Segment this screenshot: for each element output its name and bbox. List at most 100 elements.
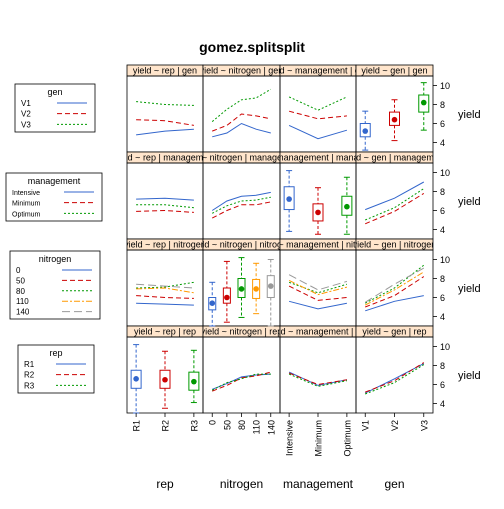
y-tick-label: 4 <box>440 225 445 235</box>
box-mean-point <box>253 286 259 292</box>
panel-r3-c3: yield ~ gen | rep <box>355 325 434 414</box>
chart-title: gomez.splitsplit <box>199 39 305 55</box>
panel-content-r2-c3 <box>364 264 425 312</box>
strip-label: yield ~ rep | nitrogen <box>124 240 206 250</box>
axes-layer: 46810yield46810yield46810yield46810yield… <box>132 81 481 491</box>
panel-content-r3-c0 <box>130 344 200 414</box>
legend-item-label: 80 <box>16 287 25 296</box>
series-line <box>288 274 348 291</box>
series-line <box>288 110 347 120</box>
x-tick-label: Optimum <box>342 420 352 457</box>
panel-content-r3-c2 <box>288 371 347 387</box>
panel-r3-c1: yield ~ nitrogen | rep <box>202 325 281 414</box>
panel-r0-c1: yield ~ nitrogen | gen <box>200 64 284 153</box>
y-tick-label: 4 <box>440 138 445 148</box>
box-mean-point <box>191 378 197 385</box>
strip-label: yield ~ management | gen <box>266 66 370 76</box>
legend-item-label: V2 <box>21 110 31 119</box>
strip-label: yield ~ rep | gen <box>133 66 197 76</box>
panel-content-r1-c3 <box>365 181 425 225</box>
legend-item-label: V3 <box>21 120 31 129</box>
box-140 <box>266 259 275 327</box>
series-line <box>136 209 194 213</box>
strip-label: yield ~ nitrogen | management <box>181 153 303 163</box>
series-line <box>136 302 194 306</box>
panel-frame <box>355 336 434 414</box>
panels-layer: yield ~ rep | gen yield ~ nitrogen | geny… <box>114 64 434 414</box>
box-50 <box>222 260 231 323</box>
panel-content-r3-c1 <box>211 371 271 392</box>
panel-content-r0-c2 <box>288 96 348 140</box>
panel-frame <box>355 162 434 240</box>
panel-r1-c3: yield ~ gen | management <box>355 151 434 240</box>
series-line <box>288 96 348 111</box>
series-line <box>365 362 425 393</box>
series-line <box>288 279 348 296</box>
legend-management: management Intensive Minimum Optimum <box>5 172 103 222</box>
panel-r0-c0: yield ~ rep | gen <box>126 64 204 153</box>
strip-label: yield ~ gen | gen <box>361 66 427 76</box>
series-line <box>211 201 271 219</box>
legend-item-label: R3 <box>24 381 35 390</box>
legend-item-label: 110 <box>16 297 29 306</box>
series-line <box>212 122 271 138</box>
legend-item-label: Intensive <box>12 190 40 197</box>
y-tick-label: 10 <box>440 168 450 178</box>
box-Optimum <box>341 176 353 235</box>
series-line <box>212 113 271 132</box>
strip-label: yield ~ nitrogen | gen <box>200 66 284 76</box>
x-column-label: rep <box>156 477 174 491</box>
panel-frame <box>202 162 281 240</box>
y-axis-title: yield <box>458 283 481 295</box>
box-mean-point <box>267 283 274 289</box>
series-line <box>136 287 194 294</box>
series-line <box>136 197 194 201</box>
strip-label: yield ~ rep | management <box>114 153 216 163</box>
x-tick-label: R1 <box>132 420 142 432</box>
box-mean-point <box>162 376 168 383</box>
y-tick-label: 8 <box>440 100 445 110</box>
box-mean-point <box>420 99 427 106</box>
box-V2 <box>389 99 400 142</box>
panel-r2-c3: yield ~ gen | nitrogen <box>355 238 434 327</box>
series-line <box>212 373 271 390</box>
y-tick-label: 6 <box>440 293 445 303</box>
x-tick-label: Intensive <box>285 420 295 456</box>
x-axis-rep: R1 R2 R3 rep <box>132 413 199 491</box>
legend-frame <box>9 250 101 320</box>
series-line <box>212 371 271 392</box>
panel-content-r1-c1 <box>211 191 271 219</box>
panel-frame <box>279 249 357 327</box>
y-tick-label: 10 <box>440 255 450 265</box>
series-line <box>288 285 347 301</box>
box-R2 <box>159 350 171 409</box>
y-axis-row-3: 4 6 8 10 yield <box>433 342 481 409</box>
panel-content-r3-c3 <box>364 362 425 395</box>
box-mean-point <box>133 376 139 382</box>
strip-label: yield ~ gen | rep <box>362 327 426 337</box>
box-mean-point <box>391 116 398 123</box>
series-line <box>136 128 194 136</box>
box-mean-point <box>286 196 292 202</box>
legend-title: gen <box>47 87 62 97</box>
panel-content-r1-c2 <box>283 170 353 235</box>
legend-item-label: 0 <box>16 266 21 275</box>
panel-content-r1-c0 <box>136 197 194 213</box>
series-line <box>365 192 425 225</box>
y-axis-row-1: 4 6 8 10 yield <box>433 168 481 235</box>
series-line <box>365 295 424 312</box>
y-axis-title: yield <box>458 196 481 208</box>
strip-label: yield ~ management | rep <box>267 327 369 337</box>
strip-label: yield ~ nitrogen | nitrogen <box>191 240 292 250</box>
box-R3 <box>188 349 200 404</box>
panel-content-r0-c3 <box>359 82 430 151</box>
y-tick-label: 4 <box>440 399 445 409</box>
panel-frame <box>126 75 204 153</box>
y-axis-title: yield <box>458 109 481 121</box>
box-mean-point <box>209 300 216 307</box>
x-tick-label: 0 <box>208 420 218 425</box>
